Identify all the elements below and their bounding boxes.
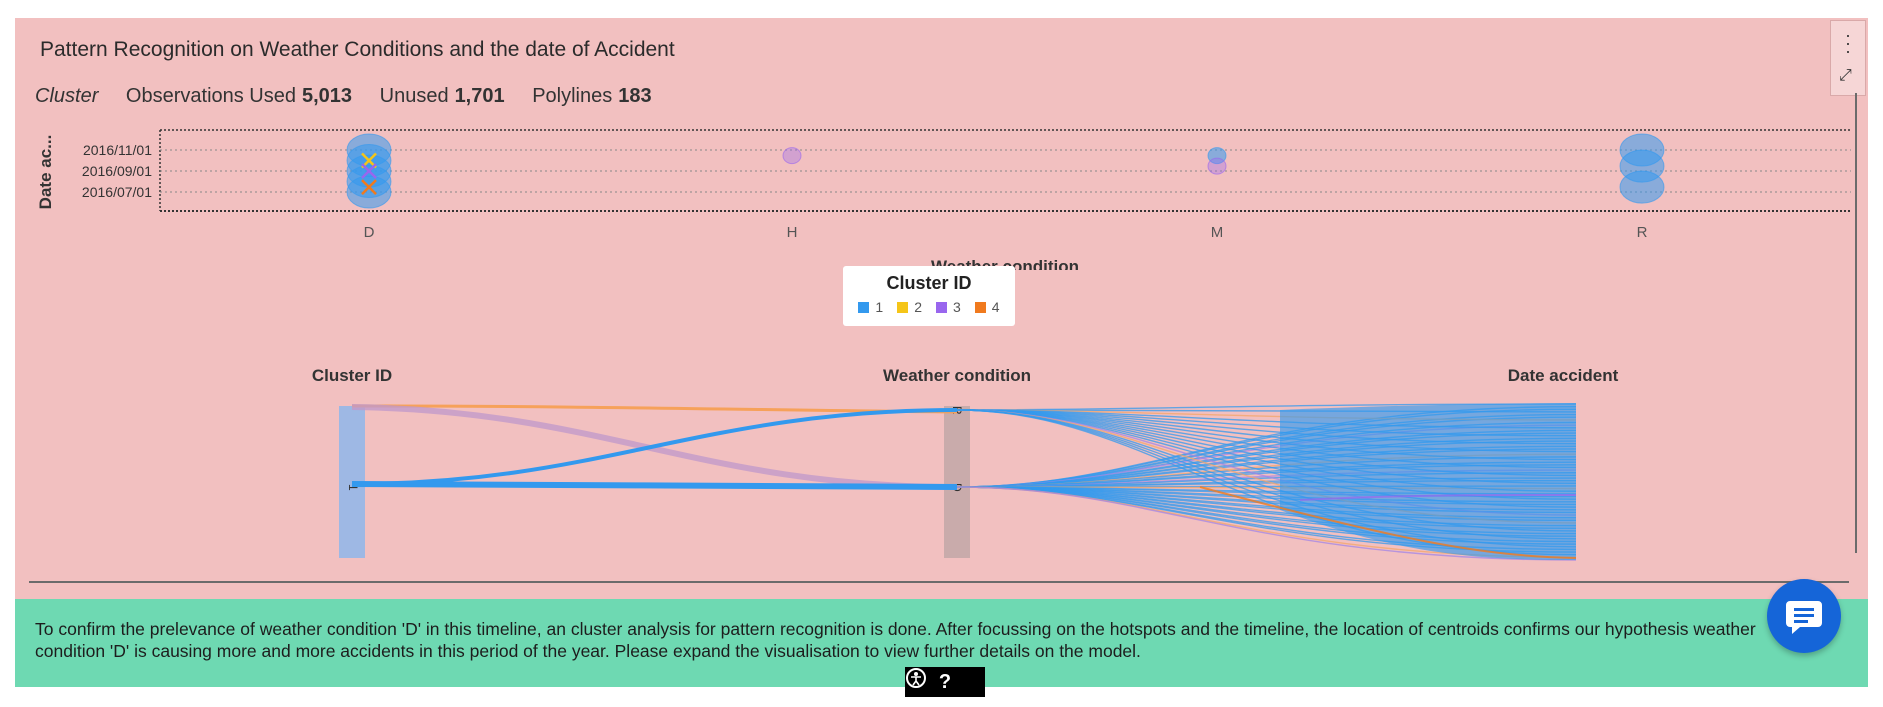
scatter-point	[1619, 170, 1665, 204]
axis-title: Cluster ID	[312, 366, 392, 385]
axis-title: Weather condition	[883, 366, 1031, 385]
expand-icon[interactable]: ⤢	[1839, 67, 1852, 84]
scatter-point	[346, 175, 392, 209]
axis-tick-label: 1	[346, 484, 360, 491]
unused-value: 1,701	[454, 85, 505, 107]
panel-divider-vertical	[1855, 93, 1857, 553]
legend-item-4[interactable]: 4	[974, 299, 1000, 315]
panel-divider-horizontal	[29, 581, 1849, 583]
observations-value: 5,013	[302, 85, 353, 107]
polyline	[351, 481, 958, 490]
centroid-marker	[361, 179, 377, 195]
help-button[interactable]: ?	[938, 670, 952, 693]
polyline	[1199, 486, 1577, 559]
legend-title: Cluster ID	[886, 273, 972, 293]
y-tick-label: 2016/07/01	[82, 184, 152, 200]
polyline	[351, 408, 958, 486]
unused-label: Unused	[379, 85, 449, 107]
page-title: Pattern Recognition on Weather Condition…	[40, 38, 675, 61]
legend-swatch	[858, 302, 870, 313]
polyline	[956, 486, 1577, 561]
scatter-point	[782, 147, 802, 165]
model-stats: Cluster Observations Used 5,013 Unused 1,7…	[35, 85, 674, 108]
observations-label: Observations Used	[125, 85, 296, 107]
x-tick-label: D	[364, 224, 375, 241]
legend-label: 3	[953, 299, 961, 315]
y-tick-label: 2016/11/01	[83, 142, 152, 158]
legend-swatch	[936, 302, 947, 313]
polyline	[1299, 494, 1577, 501]
accessibility-icon[interactable]	[905, 667, 927, 689]
axis-bar-weather	[944, 406, 970, 558]
polylines-value: 183	[618, 85, 652, 107]
legend-swatch	[897, 302, 909, 313]
chat-icon	[1786, 601, 1822, 634]
legend-item-3[interactable]: 3	[936, 299, 961, 315]
legend-item-2[interactable]: 2	[897, 299, 922, 315]
y-axis-label: Date ac...	[36, 135, 55, 210]
help-bar: ?	[905, 667, 985, 697]
legend-items: 1 2 3 4	[843, 299, 1015, 315]
legend-label: 4	[991, 299, 1000, 315]
x-tick-label: H	[787, 224, 798, 241]
scatter-point	[1207, 157, 1227, 175]
legend-swatch	[974, 302, 986, 313]
chat-button[interactable]	[1767, 579, 1841, 653]
legend-label: 2	[914, 299, 922, 315]
polyline-density	[1280, 403, 1576, 560]
note-text: To confirm the prelevance of weather con…	[35, 619, 1756, 661]
axis-title: Date accident	[1508, 366, 1619, 385]
y-tick-label: 2016/09/01	[82, 163, 152, 179]
object-toolbar: · · · ⤢	[1830, 20, 1866, 96]
centroid-marker	[361, 163, 377, 179]
legend-label: 1	[875, 299, 884, 315]
x-tick-label: M	[1211, 224, 1224, 241]
model-type: Cluster	[35, 85, 99, 107]
cluster-legend: Cluster ID 1 2 3 4	[843, 266, 1015, 326]
legend-item-1[interactable]: 1	[858, 299, 883, 315]
more-vertical-icon[interactable]: · · ·	[1845, 25, 1851, 61]
polylines-label: Polylines	[532, 85, 613, 107]
x-tick-label: R	[1637, 224, 1648, 241]
